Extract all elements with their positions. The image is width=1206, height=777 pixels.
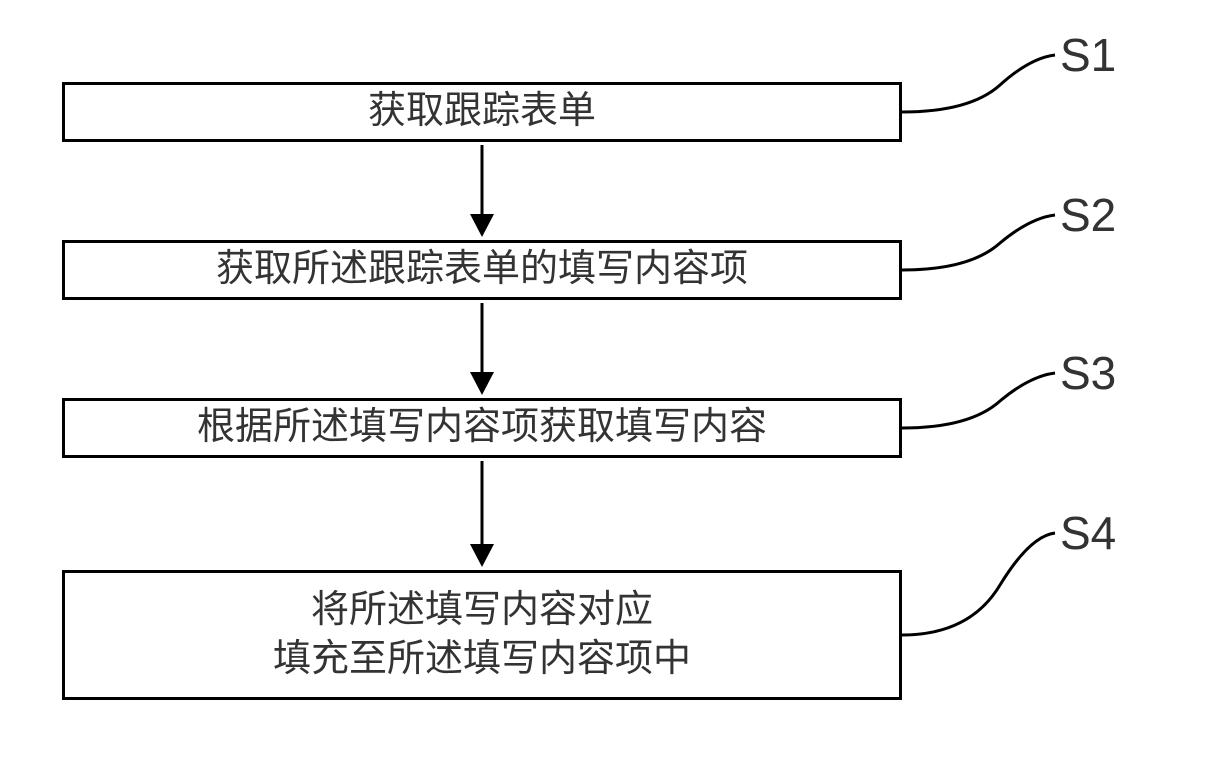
label-connector-s4 bbox=[0, 0, 1206, 777]
